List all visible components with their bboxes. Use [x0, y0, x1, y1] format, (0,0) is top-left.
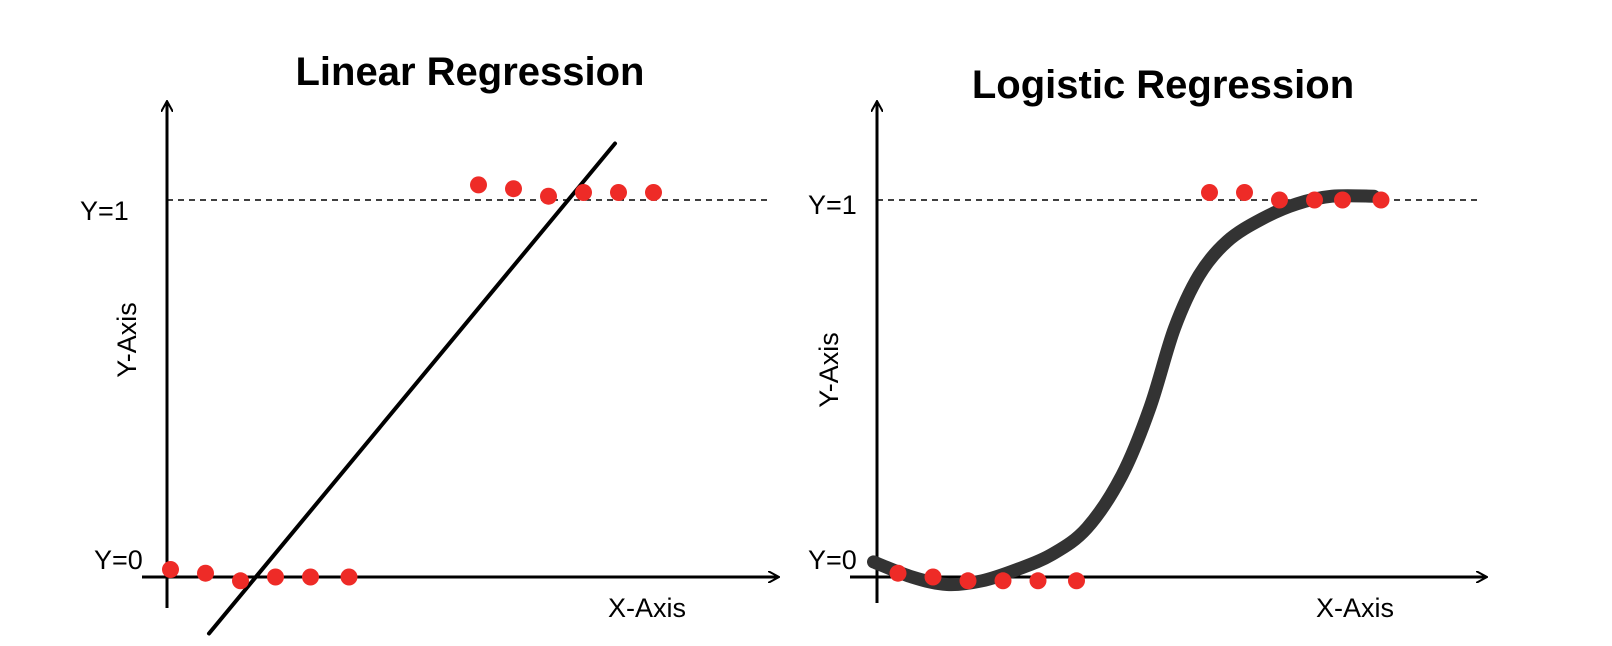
- data-point: [162, 561, 179, 578]
- linear-regression-chart: Linear Regression Y=1 Y=0 Y-Axis X-Axis: [80, 50, 778, 636]
- data-point: [575, 184, 592, 201]
- data-point: [1236, 184, 1253, 201]
- y0-tick-label: Y=0: [808, 545, 857, 575]
- regression-line: [207, 141, 617, 636]
- data-point: [610, 184, 627, 201]
- data-point: [1029, 572, 1047, 590]
- x-axis-label: X-Axis: [1316, 593, 1394, 623]
- y-axis-label: Y-Axis: [112, 302, 142, 378]
- data-point: [540, 187, 557, 205]
- data-point: [645, 184, 662, 201]
- y1-tick-label: Y=1: [808, 190, 857, 220]
- data-point: [197, 564, 214, 582]
- data-point: [1334, 191, 1351, 209]
- data-point: [302, 568, 319, 586]
- y1-tick-label: Y=1: [80, 196, 129, 226]
- plot-marks: [162, 141, 662, 636]
- chart-title: Linear Regression: [295, 50, 644, 94]
- y-axis-label: Y-Axis: [814, 332, 844, 408]
- plot-marks: [867, 184, 1390, 592]
- data-point: [1201, 184, 1218, 201]
- data-point: [959, 572, 977, 590]
- logistic-regression-chart: Logistic Regression Y=1 Y=0 Y-Axis X-Axi…: [808, 63, 1486, 623]
- data-point: [889, 564, 907, 582]
- data-point: [232, 572, 249, 590]
- y0-tick-label: Y=0: [94, 545, 143, 575]
- sigmoid-curve: [867, 189, 1381, 592]
- data-point: [340, 568, 358, 586]
- data-point: [1306, 191, 1323, 209]
- data-point: [1372, 191, 1390, 209]
- data-point: [924, 568, 942, 586]
- data-point: [470, 176, 487, 194]
- data-point: [994, 572, 1012, 590]
- x-axis-label: X-Axis: [608, 593, 686, 623]
- data-point: [505, 180, 522, 198]
- data-point: [1068, 572, 1085, 590]
- data-point: [1271, 191, 1288, 209]
- chart-title: Logistic Regression: [972, 63, 1354, 107]
- data-point: [267, 568, 284, 586]
